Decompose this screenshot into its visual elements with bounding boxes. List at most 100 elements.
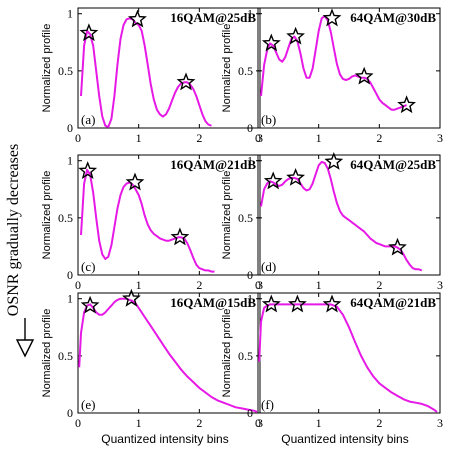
panel-label: (b) [261,112,276,127]
panel-title: 64QAM@30dB [350,10,436,25]
peak-star-marker [170,227,190,246]
y-tick-label: 1 [247,154,253,168]
x-tick-label: 2 [376,278,382,292]
y-tick-label: 0 [247,121,253,135]
y-tick-label: 0.5 [58,211,73,225]
x-tick-label: 0 [75,278,81,292]
y-tick-label: 0.5 [58,349,73,363]
y-axis-label: Normalized profile [41,171,53,260]
y-tick-label: 0 [247,268,253,282]
x-tick-label: 2 [196,278,202,292]
series-line [260,160,423,272]
peak-star-marker [78,161,98,180]
x-tick-label: 1 [316,131,322,145]
x-axis-label: Quantized intensity bins [101,432,228,446]
y-tick-label: 0.5 [58,64,73,78]
x-tick-label: 1 [136,416,142,430]
peak-star-marker [388,237,407,256]
y-tick-label: 0 [67,268,73,282]
peak-star-marker [286,168,306,186]
y-tick-label: 0.5 [238,64,253,78]
peak-star-marker [397,95,416,114]
peak-star-marker [287,294,307,313]
plot-frame [77,154,261,276]
x-tick-label: 1 [136,131,142,145]
y-axis-label: Normalized profile [221,309,233,398]
peak-star-marker [176,72,196,91]
y-tick-label: 1 [247,292,253,306]
side-annotation-text: OSNR gradually decreases [5,144,22,316]
x-tick-label: 3 [437,131,443,145]
x-tick-label: 3 [257,416,263,430]
x-tick-label: 1 [136,278,142,292]
x-tick-label: 2 [376,416,382,430]
peak-star-marker [127,9,147,28]
x-tick-label: 1 [316,278,322,292]
y-tick-label: 0 [247,406,253,420]
series-line [78,297,258,413]
peak-star-marker [354,66,374,85]
x-tick-label: 0 [75,416,81,430]
series-line [80,168,215,273]
x-tick-label: 0 [255,278,261,292]
panel-label: (c) [81,259,95,274]
panel-label: (d) [261,259,276,274]
plot-frame [257,154,441,276]
x-tick-label: 2 [196,416,202,430]
y-tick-label: 1 [247,7,253,21]
y-tick-label: 1 [67,7,73,21]
y-tick-label: 0 [67,406,73,420]
x-tick-label: 3 [437,278,443,292]
peak-star-marker [261,294,281,313]
peak-star-marker [125,172,145,191]
peak-star-marker [80,295,100,314]
y-axis-label: Normalized profile [221,171,233,260]
y-tick-label: 1 [67,292,73,306]
side-annotation: OSNR gradually decreases [5,144,35,358]
x-tick-label: 3 [257,278,263,292]
panel-title: 16QAM@15dB [170,295,256,310]
peak-star-marker [263,171,283,190]
x-tick-label: 0 [255,416,261,430]
plot-frame [257,7,441,129]
panel-title: 64QAM@21dB [350,295,436,310]
peak-star-marker [286,26,305,45]
x-tick-label: 1 [316,416,322,430]
x-tick-label: 2 [196,131,202,145]
y-tick-label: 0 [67,121,73,135]
peak-star-marker [322,294,342,313]
peak-star-marker [79,23,99,42]
x-axis-label: Quantized intensity bins [281,432,408,446]
peak-star-marker [261,33,281,52]
x-tick-label: 3 [437,416,443,430]
series-line [260,15,407,111]
plot-frame [77,7,261,129]
panel-title: 16QAM@21dB [170,157,256,172]
y-axis-label: Normalized profile [221,24,233,113]
y-tick-label: 1 [67,154,73,168]
x-tick-label: 3 [257,131,263,145]
y-axis-label: Normalized profile [41,309,53,398]
panel-label: (e) [81,397,95,412]
panel-title: 16QAM@25dB [170,10,256,25]
series-line [80,17,212,128]
y-axis-label: Normalized profile [41,24,53,113]
peak-star-marker [324,152,344,170]
panel-label: (a) [81,112,95,127]
down-arrow-head [15,339,35,358]
panel-title: 64QAM@25dB [350,157,436,172]
x-tick-label: 0 [75,131,81,145]
y-tick-label: 0.5 [238,349,253,363]
plot-frame [257,292,441,414]
peak-star-marker [121,288,141,307]
peak-star-marker [322,8,342,27]
series-line [258,303,438,413]
